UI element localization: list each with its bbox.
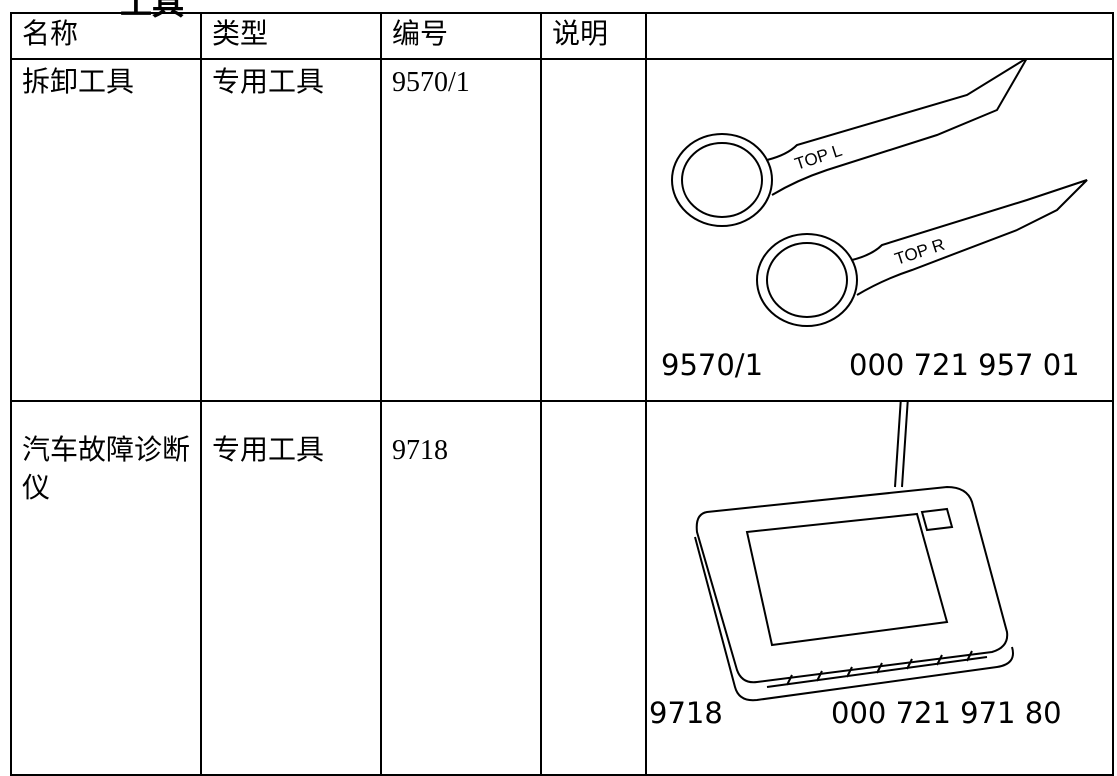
name-cell: 拆卸工具 xyxy=(10,58,202,402)
image-cell: TOP L TOP R 9570/1 000 721 957 01 xyxy=(645,58,1114,402)
row: 汽车故障诊断仪 专用工具 9718 9718 000 721 971 80 xyxy=(10,400,1114,776)
caption-part: 000 721 971 80 xyxy=(831,696,1062,730)
tool-table: 名称 类型 编号 说明 拆卸工具 专用工具 9570/1 TOP L TOP R… xyxy=(10,12,1114,776)
caption-number: 9718 xyxy=(649,696,723,730)
page: 工具 名称 类型 编号 说明 拆卸工具 专用工具 9570/1 TOP L TO… xyxy=(10,0,1114,776)
device-illustration xyxy=(694,402,1014,702)
header-cell xyxy=(645,12,1114,60)
name-cell: 汽车故障诊断仪 xyxy=(10,400,202,776)
note-cell xyxy=(540,400,647,776)
header-cell: 名称 xyxy=(10,12,202,60)
tool-label: TOP L xyxy=(792,141,844,174)
header-cell: 类型 xyxy=(200,12,382,60)
row: 拆卸工具 专用工具 9570/1 TOP L TOP R 9570/1 000 … xyxy=(10,58,1114,402)
type-cell: 专用工具 xyxy=(200,58,382,402)
tool-illustration: TOP L TOP R xyxy=(671,60,1088,327)
header-row: 名称 类型 编号 说明 xyxy=(10,12,1114,60)
number-cell: 9570/1 xyxy=(380,58,542,402)
caption-number: 9570/1 xyxy=(661,348,764,382)
image-cell: 9718 000 721 971 80 xyxy=(645,400,1114,776)
number-cell: 9718 xyxy=(380,400,542,776)
header-cell: 编号 xyxy=(380,12,542,60)
header-cell: 说明 xyxy=(540,12,647,60)
note-cell xyxy=(540,58,647,402)
type-cell: 专用工具 xyxy=(200,400,382,776)
caption-part: 000 721 957 01 xyxy=(849,348,1080,382)
